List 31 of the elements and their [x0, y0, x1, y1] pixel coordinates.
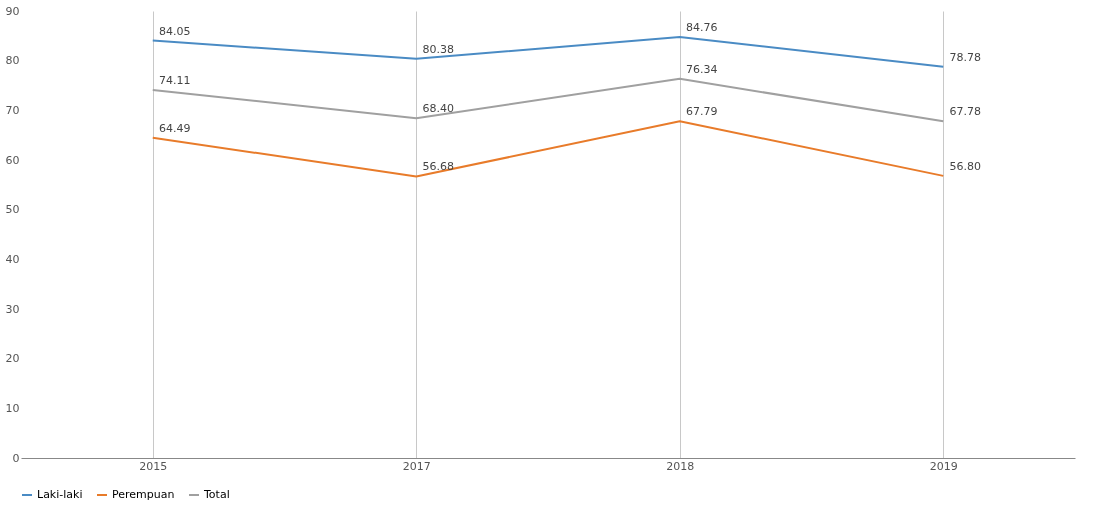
y-tick-label: 20 — [5, 352, 20, 366]
data-label: 74.11 — [159, 73, 191, 87]
legend-label: Perempuan — [112, 488, 175, 501]
line-series — [151, 120, 945, 178]
x-tick-label: 2019 — [929, 459, 958, 473]
data-label: 67.78 — [949, 105, 981, 119]
y-tick-label: 70 — [5, 103, 20, 117]
x-tick-label: 2017 — [402, 459, 431, 473]
data-label: 76.34 — [686, 62, 718, 76]
y-tick-label: 90 — [5, 4, 20, 18]
y-tick-label: 40 — [5, 252, 20, 266]
x-tick-label: 2015 — [139, 459, 168, 473]
y-tick-label: 0 — [12, 451, 20, 465]
data-label: 80.38 — [422, 42, 454, 56]
data-label: 67.79 — [686, 105, 718, 119]
data-label: 84.76 — [686, 21, 718, 35]
legend-label: Total — [203, 488, 230, 501]
data-label: 64.49 — [159, 121, 191, 135]
y-tick-label: 80 — [5, 54, 20, 68]
data-label: 78.78 — [949, 50, 981, 64]
data-label: 56.80 — [949, 159, 981, 173]
legend-label: Laki-laki — [37, 488, 83, 501]
y-tick-label: 30 — [5, 302, 20, 316]
data-label: 84.05 — [159, 24, 191, 38]
y-tick-label: 50 — [5, 203, 20, 217]
line-series — [151, 77, 945, 123]
data-label: 56.68 — [422, 160, 454, 174]
data-label: 68.40 — [422, 102, 454, 116]
y-tick-label: 60 — [5, 153, 20, 167]
x-tick-label: 2018 — [666, 459, 695, 473]
y-tick-label: 10 — [5, 401, 20, 415]
